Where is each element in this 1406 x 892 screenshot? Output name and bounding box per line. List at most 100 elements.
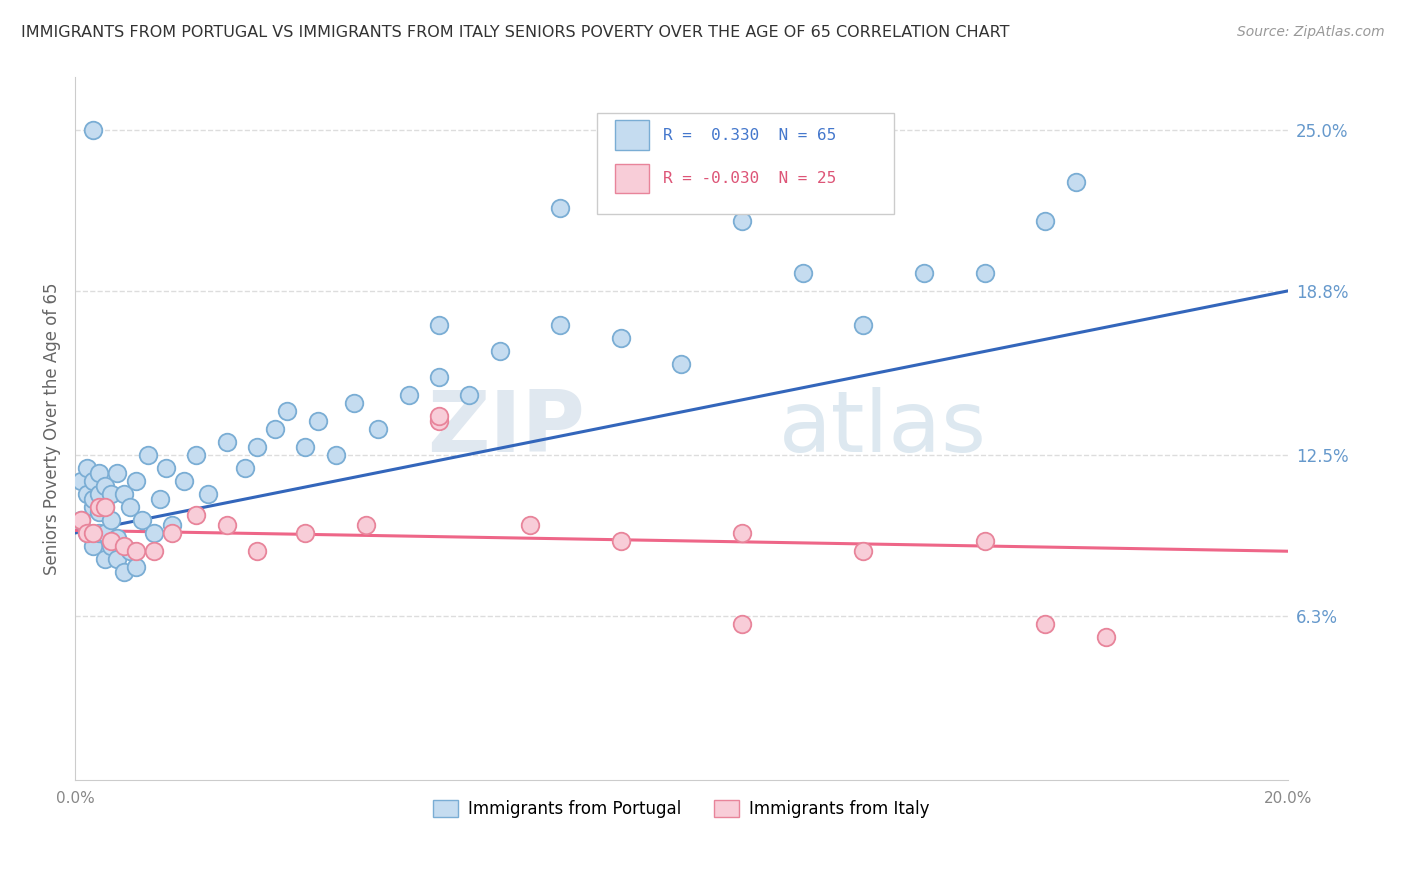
Point xyxy=(160,518,183,533)
Point xyxy=(107,552,129,566)
Point xyxy=(76,526,98,541)
Point xyxy=(186,448,208,462)
Point xyxy=(94,479,117,493)
Point xyxy=(94,500,117,514)
Point xyxy=(70,513,93,527)
Point xyxy=(519,518,541,533)
Point xyxy=(160,526,183,541)
Point xyxy=(610,331,633,345)
FancyBboxPatch shape xyxy=(596,112,894,214)
Point xyxy=(76,461,98,475)
Point xyxy=(1033,617,1056,632)
Point xyxy=(149,492,172,507)
Point xyxy=(124,544,146,558)
Point xyxy=(89,505,111,519)
Point xyxy=(107,466,129,480)
Point xyxy=(186,508,208,522)
Point xyxy=(973,533,995,548)
Point xyxy=(94,526,117,541)
Text: R = -0.030  N = 25: R = -0.030 N = 25 xyxy=(664,171,837,186)
Y-axis label: Seniors Poverty Over the Age of 65: Seniors Poverty Over the Age of 65 xyxy=(44,283,60,575)
Point xyxy=(112,565,135,579)
Point xyxy=(131,513,153,527)
Point xyxy=(155,461,177,475)
Point xyxy=(70,513,93,527)
Point xyxy=(118,544,141,558)
Point xyxy=(294,526,316,541)
Point xyxy=(215,518,238,533)
Point xyxy=(215,434,238,449)
Text: Source: ZipAtlas.com: Source: ZipAtlas.com xyxy=(1237,25,1385,39)
Point xyxy=(173,474,195,488)
Point xyxy=(197,487,219,501)
Point xyxy=(307,414,329,428)
Point xyxy=(76,487,98,501)
Point xyxy=(458,388,481,402)
Point xyxy=(367,422,389,436)
Point xyxy=(76,526,98,541)
Point xyxy=(246,544,269,558)
Text: ZIP: ZIP xyxy=(426,387,585,470)
Point xyxy=(112,539,135,553)
Point xyxy=(294,440,316,454)
Point xyxy=(70,474,93,488)
Point xyxy=(107,531,129,545)
Point xyxy=(94,552,117,566)
Point xyxy=(82,526,104,541)
Point xyxy=(233,461,256,475)
Point xyxy=(112,487,135,501)
Point xyxy=(100,513,122,527)
Point xyxy=(82,492,104,507)
Point xyxy=(1064,175,1087,189)
Text: IMMIGRANTS FROM PORTUGAL VS IMMIGRANTS FROM ITALY SENIORS POVERTY OVER THE AGE O: IMMIGRANTS FROM PORTUGAL VS IMMIGRANTS F… xyxy=(21,25,1010,40)
Point xyxy=(1033,213,1056,227)
Point xyxy=(427,369,450,384)
Point xyxy=(276,403,298,417)
Bar xyxy=(614,120,648,150)
Point xyxy=(731,526,754,541)
Legend: Immigrants from Portugal, Immigrants from Italy: Immigrants from Portugal, Immigrants fro… xyxy=(426,793,936,825)
Point xyxy=(731,617,754,632)
Text: R =  0.330  N = 65: R = 0.330 N = 65 xyxy=(664,128,837,143)
Point xyxy=(82,122,104,136)
Point xyxy=(427,318,450,332)
Point xyxy=(427,414,450,428)
Point xyxy=(89,466,111,480)
Point xyxy=(354,518,377,533)
Point xyxy=(852,544,875,558)
Point xyxy=(136,448,159,462)
Point xyxy=(100,533,122,548)
Point xyxy=(1095,630,1118,644)
Point xyxy=(343,396,366,410)
Point xyxy=(852,318,875,332)
Point xyxy=(82,539,104,553)
Point xyxy=(100,539,122,553)
Point xyxy=(142,526,165,541)
Point xyxy=(82,474,104,488)
Point xyxy=(246,440,269,454)
Point xyxy=(398,388,420,402)
Point xyxy=(548,318,571,332)
Point xyxy=(671,357,693,371)
Point xyxy=(94,500,117,514)
Point xyxy=(610,533,633,548)
Point xyxy=(731,213,754,227)
Bar xyxy=(614,164,648,194)
Point xyxy=(89,487,111,501)
Point xyxy=(488,343,510,358)
Point xyxy=(124,474,146,488)
Point xyxy=(124,559,146,574)
Point xyxy=(973,266,995,280)
Point xyxy=(264,422,287,436)
Point xyxy=(82,500,104,514)
Point xyxy=(548,201,571,215)
Point xyxy=(118,500,141,514)
Point xyxy=(325,448,347,462)
Point xyxy=(100,487,122,501)
Text: atlas: atlas xyxy=(779,387,987,470)
Point xyxy=(792,266,814,280)
Point xyxy=(912,266,935,280)
Point xyxy=(89,526,111,541)
Point xyxy=(142,544,165,558)
Point xyxy=(427,409,450,423)
